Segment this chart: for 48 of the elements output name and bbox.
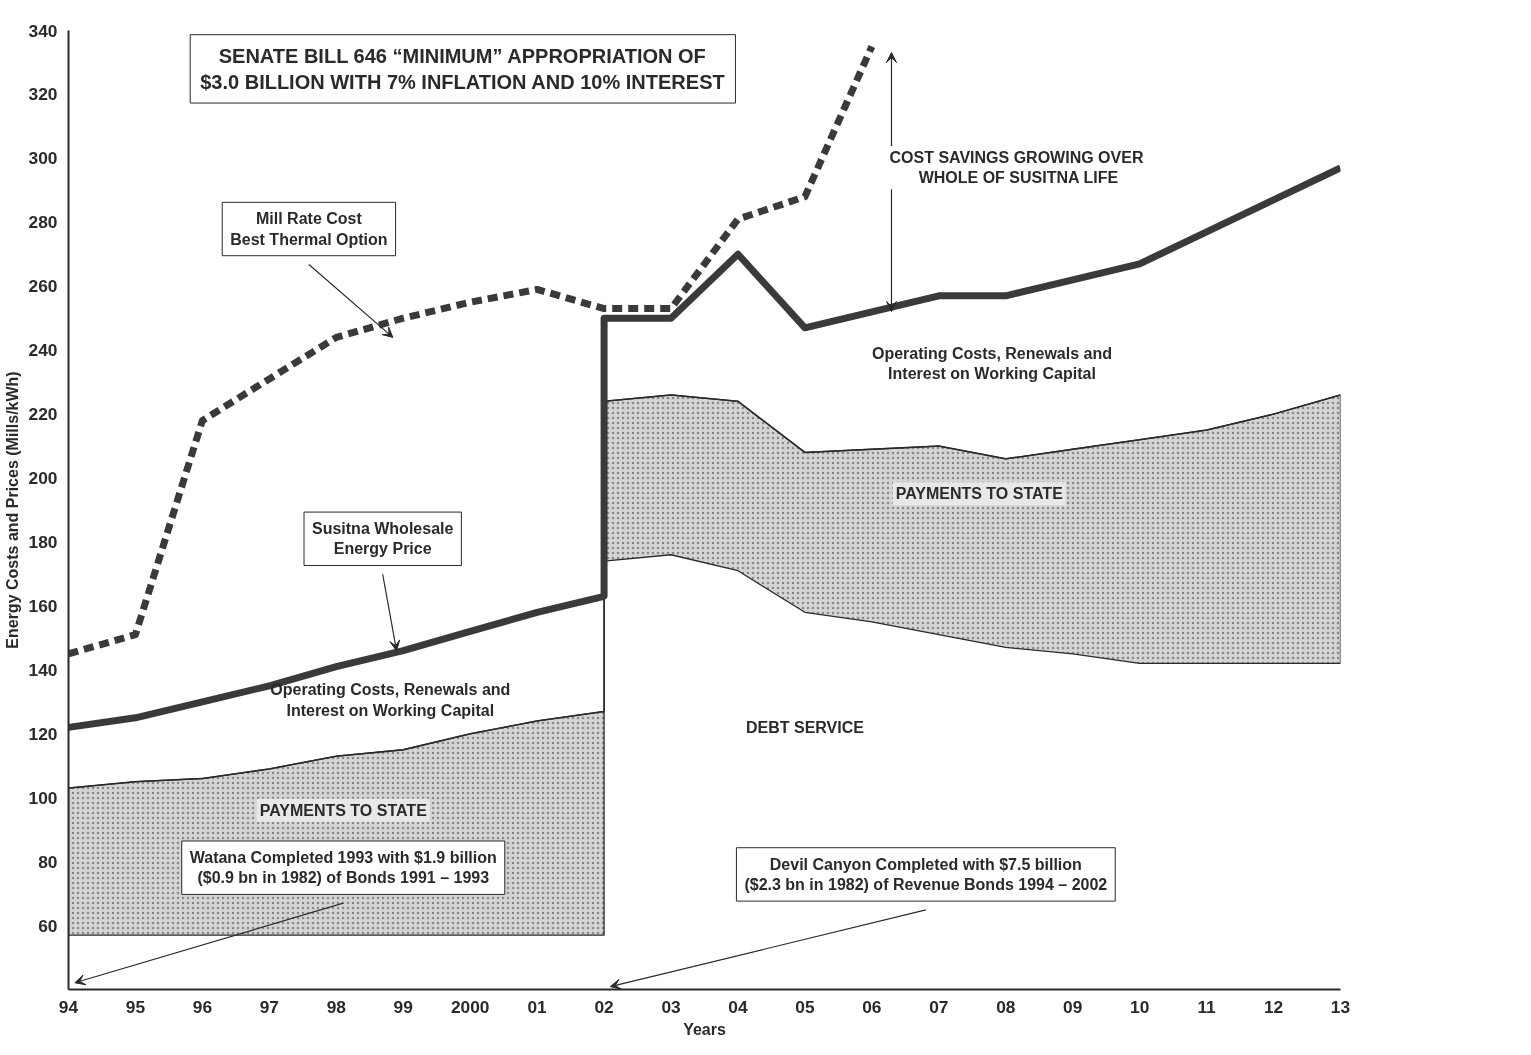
y-tick-label: 220 — [28, 404, 58, 425]
x-tick-label: 04 — [728, 996, 748, 1017]
annotation: Mill Rate Cost Best Thermal Option — [230, 210, 388, 248]
x-tick-label: 11 — [1197, 996, 1217, 1017]
y-tick-label: 140 — [28, 659, 58, 680]
y-tick-label: 100 — [28, 787, 58, 808]
y-tick-label: 240 — [28, 340, 58, 361]
y-tick-label: 340 — [28, 20, 58, 41]
x-tick-label: 13 — [1330, 996, 1351, 1017]
x-tick-label: 02 — [594, 996, 614, 1017]
y-axis-title: Energy Costs and Prices (Mills/kWh) — [3, 371, 21, 649]
annotation: Susitna Wholesale Energy Price — [312, 520, 454, 558]
x-tick-label: 08 — [996, 996, 1016, 1017]
x-tick-label: 94 — [58, 996, 79, 1017]
y-tick-label: 260 — [28, 276, 58, 297]
y-tick-label: 60 — [38, 915, 58, 936]
y-tick-label: 300 — [28, 148, 58, 169]
y-tick-label: 200 — [28, 468, 58, 489]
annotation: Operating Costs, Renewals and Interest on Working Capital — [270, 681, 511, 719]
y-tick-label: 160 — [28, 595, 58, 616]
x-tick-label: 2000 — [450, 996, 490, 1017]
x-tick-label: 07 — [929, 996, 949, 1017]
x-tick-label: 01 — [527, 996, 548, 1017]
y-tick-label: 80 — [38, 851, 58, 872]
y-tick-label: 280 — [28, 212, 58, 233]
x-tick-label: 06 — [862, 996, 882, 1017]
annotation: PAYMENTS TO STATE — [259, 801, 428, 819]
x-tick-label: 12 — [1263, 996, 1284, 1017]
annotation: PAYMENTS TO STATE — [895, 485, 1064, 503]
x-tick-label: 99 — [393, 996, 413, 1017]
annotation: Watana Completed 1993 with $1.9 billion ($0.9 bn in 1982) of Bonds 1991 – 1993 — [189, 849, 497, 887]
y-tick-label: 180 — [28, 531, 58, 552]
x-tick-label: 09 — [1063, 996, 1083, 1017]
annotation: Devil Canyon Completed with $7.5 billion ($2.3 bn in 1982) of Revenue Bonds 1994 – 2002 — [744, 855, 1108, 894]
annotation: COST SAVINGS GROWING OVER WHOLE OF SUSITNA LIFE — [889, 148, 1144, 187]
x-tick-label: 05 — [795, 996, 815, 1017]
x-tick-label: 98 — [326, 996, 347, 1017]
x-tick-label: 97 — [259, 996, 279, 1017]
y-tick-label: 320 — [28, 84, 58, 105]
x-tick-label: 03 — [661, 996, 682, 1017]
x-axis-title: Years — [683, 1020, 726, 1038]
y-tick-label: 120 — [28, 723, 58, 744]
annotation: Operating Costs, Renewals and Interest on Working Capital — [871, 344, 1113, 382]
text: SENATE BILL 646 “MINIMUM” APPROPRIATION OF $3.0 BILLION WITH 7% INFLATION AND 10% INTEREST — [200, 44, 725, 94]
annotation: DEBT SERVICE — [746, 719, 865, 737]
x-tick-label: 96 — [192, 996, 213, 1017]
x-tick-label: 95 — [125, 996, 146, 1017]
x-tick-label: 10 — [1130, 996, 1150, 1017]
